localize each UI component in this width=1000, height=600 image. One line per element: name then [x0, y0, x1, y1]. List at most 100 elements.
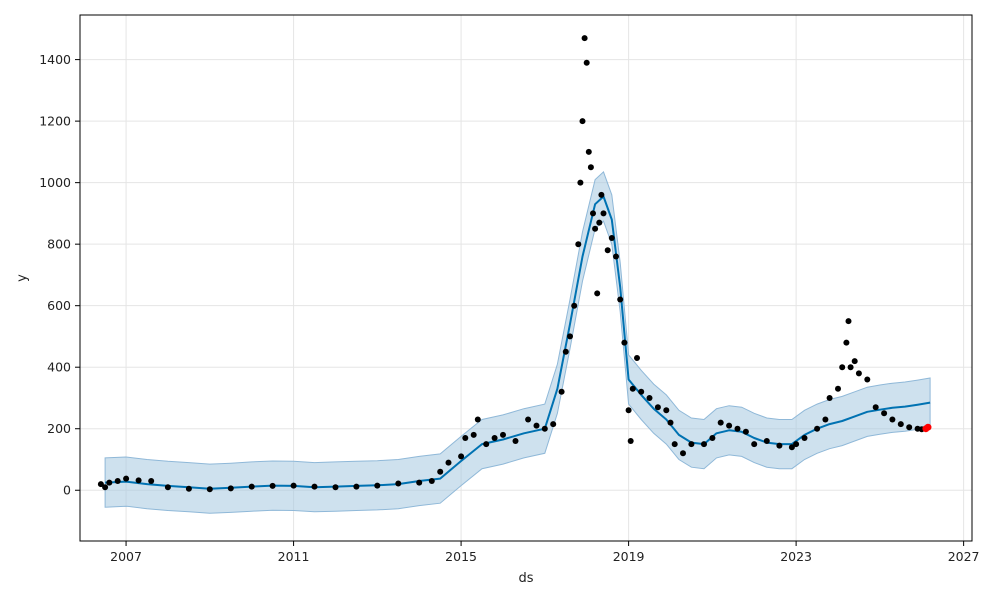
y-tick-label: 0 — [63, 483, 71, 498]
observed-point — [106, 479, 113, 486]
uncertainty-interval — [104, 171, 931, 514]
observed-point — [541, 425, 548, 432]
observed-point — [629, 385, 636, 392]
observed-point — [843, 339, 850, 346]
x-axis-ticks: 2007 2011 2015 2019 2023 2027 — [110, 541, 980, 564]
observed-point — [474, 416, 481, 423]
observed-point — [437, 468, 444, 475]
observed-point — [525, 416, 532, 423]
observed-point — [491, 435, 498, 441]
observed-point — [608, 235, 615, 241]
observed-point — [680, 450, 686, 457]
observed-point — [742, 428, 749, 435]
y-tick-label: 1000 — [39, 175, 71, 190]
observed-point — [290, 482, 297, 489]
observed-point — [734, 425, 741, 432]
observed-point — [826, 395, 833, 401]
uncertainty-band — [104, 171, 931, 514]
observed-point — [839, 364, 846, 371]
observed-point — [114, 478, 121, 484]
observed-point — [227, 485, 234, 492]
observed-point — [135, 477, 142, 484]
observed-point — [248, 483, 255, 490]
observed-point — [206, 486, 213, 493]
x-tick-label: 2011 — [278, 549, 310, 564]
observed-point — [688, 441, 695, 448]
x-tick-label: 2019 — [613, 549, 645, 564]
observed-point — [571, 302, 578, 309]
observed-point — [663, 407, 670, 414]
observed-point — [881, 410, 888, 417]
observed-point — [533, 422, 540, 429]
observed-point — [617, 296, 624, 303]
x-tick-label: 2015 — [445, 549, 477, 564]
observed-point — [906, 424, 913, 431]
observed-point — [814, 425, 821, 432]
observed-point — [646, 395, 653, 401]
observed-point — [625, 407, 632, 414]
observed-point — [562, 348, 569, 355]
observed-point — [864, 376, 871, 383]
observed-point — [801, 435, 808, 441]
observed-point — [579, 118, 586, 125]
observed-point — [717, 419, 724, 426]
observed-point — [500, 431, 506, 438]
observed-point — [654, 404, 661, 411]
observed-point — [332, 484, 339, 491]
observed-point — [583, 59, 590, 66]
x-tick-label: 2007 — [110, 549, 142, 564]
observed-point — [600, 210, 607, 217]
y-tick-label: 1400 — [39, 52, 71, 67]
observed-point — [638, 388, 645, 395]
observed-point — [353, 483, 360, 490]
observed-point — [577, 179, 584, 186]
grid-lines — [80, 15, 972, 541]
observed-point — [793, 441, 800, 448]
observed-point — [701, 441, 707, 448]
observed-point — [855, 370, 862, 377]
y-axis-title: y — [15, 274, 30, 282]
observed-point — [102, 484, 109, 491]
observed-point — [613, 253, 619, 260]
observed-point — [575, 241, 582, 248]
observed-point — [851, 358, 858, 365]
y-tick-label: 200 — [47, 421, 71, 436]
observed-point — [594, 290, 601, 297]
observed-point — [667, 419, 674, 426]
observed-point — [822, 416, 829, 423]
observed-point — [845, 318, 852, 325]
x-tick-label: 2027 — [948, 549, 980, 564]
observed-point — [567, 333, 573, 340]
x-axis-title: ds — [518, 571, 533, 586]
observed-point — [897, 421, 904, 428]
observed-point — [445, 459, 452, 466]
observed-point — [776, 442, 783, 449]
y-tick-label: 1200 — [39, 114, 71, 129]
observed-point — [97, 481, 104, 488]
observed-point — [726, 422, 733, 429]
observed-point — [889, 416, 896, 423]
observed-point — [416, 479, 423, 486]
y-tick-label: 800 — [47, 237, 71, 252]
observed-point — [835, 385, 841, 392]
observed-point — [395, 480, 402, 487]
observed-point — [550, 421, 557, 428]
y-tick-label: 600 — [47, 298, 71, 313]
observed-point — [269, 482, 276, 489]
observed-point — [458, 453, 465, 460]
observed-point — [621, 339, 628, 346]
observed-point — [148, 478, 155, 484]
observed-point — [512, 438, 519, 444]
observed-point — [598, 191, 605, 198]
observed-point — [671, 441, 678, 448]
observed-point — [123, 475, 130, 482]
observed-point — [596, 219, 603, 226]
observed-point — [634, 355, 640, 361]
observed-point — [590, 210, 596, 217]
observed-points — [97, 35, 925, 493]
future-points — [922, 423, 932, 433]
plot-frame — [79, 14, 973, 542]
observed-point — [788, 444, 795, 451]
x-tick-label: 2023 — [780, 549, 812, 564]
observed-point — [592, 225, 599, 232]
